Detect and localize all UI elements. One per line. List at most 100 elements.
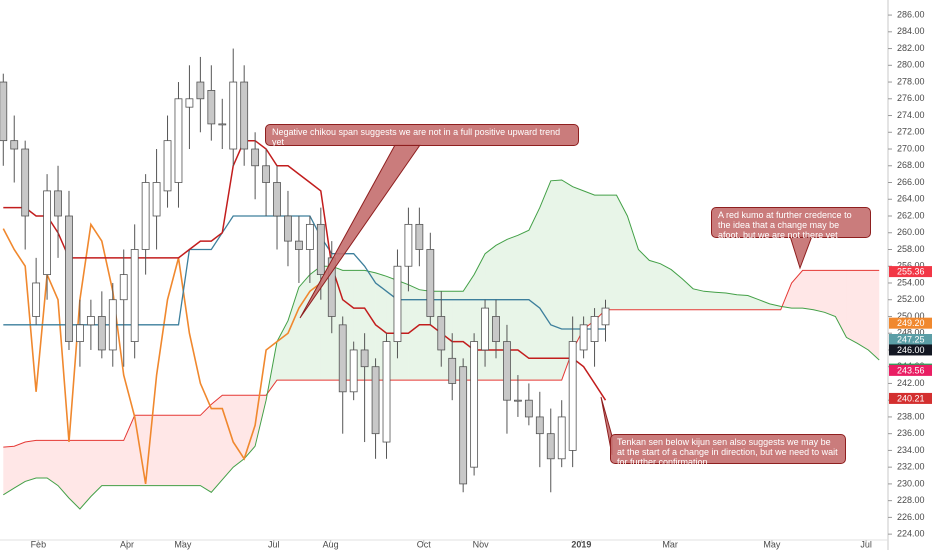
price-tag-label: 243.56 <box>897 365 925 375</box>
cloud-fill <box>605 195 617 310</box>
price-tag-label: 249.20 <box>897 318 925 328</box>
cloud-fill <box>583 190 595 330</box>
price-tag <box>889 364 932 376</box>
candle-body <box>371 366 380 435</box>
cloud-fill <box>660 263 672 310</box>
candle-body <box>535 416 544 435</box>
cloud-fill <box>824 270 836 317</box>
price-tag <box>889 317 932 329</box>
cloud-fill <box>550 180 562 381</box>
y-tick-label: 266.00 <box>897 177 925 187</box>
candle-body <box>492 316 500 342</box>
cloud-fill <box>616 195 628 310</box>
y-tick-label: 224.00 <box>897 529 925 539</box>
cloud-fill <box>561 180 573 381</box>
candle-body <box>108 299 117 351</box>
candle-body <box>327 257 336 317</box>
candle-body <box>601 307 610 326</box>
cloud-fill <box>594 195 606 321</box>
y-tick-label: 256.00 <box>897 261 925 271</box>
candle-body <box>470 341 479 468</box>
y-tick-label: 260.00 <box>897 227 925 237</box>
cloud-fill <box>101 440 113 486</box>
candle-body <box>97 316 106 351</box>
annotation: A red kumo at further credence to the id… <box>711 207 871 240</box>
cloud-fill <box>58 440 69 499</box>
cloud-fill <box>758 299 770 310</box>
candle-body <box>360 349 369 368</box>
candle-body <box>65 215 73 342</box>
cloud-fill <box>868 270 880 360</box>
y-tick-label: 268.00 <box>897 160 925 170</box>
candle-body <box>174 98 183 183</box>
y-tick-label: 272.00 <box>897 127 925 137</box>
candle-body <box>546 433 555 460</box>
candle-body <box>130 249 139 342</box>
candle-body <box>218 123 227 126</box>
annotation: Negative chikou span suggests we are not… <box>265 124 579 147</box>
price-tag <box>889 392 932 404</box>
x-tick-label: May <box>174 539 192 549</box>
y-tick-label: 284.00 <box>897 26 925 36</box>
candle-body <box>393 265 402 342</box>
cloud-fill <box>528 207 540 381</box>
cloud-fill <box>517 230 529 381</box>
cloud-fill <box>298 274 310 381</box>
cloud-fill <box>769 303 781 310</box>
cloud-fill <box>244 395 256 459</box>
candle-body <box>316 223 325 276</box>
candle-body <box>349 349 358 393</box>
cloud-fill <box>452 291 464 381</box>
cloud-fill <box>47 440 59 486</box>
x-tick-label: Feb <box>31 539 47 549</box>
cloud-fill <box>835 270 847 338</box>
cloud-fill <box>846 270 858 344</box>
candle-body <box>262 165 270 183</box>
y-tick-label: 282.00 <box>897 43 925 53</box>
y-tick-label: 254.00 <box>897 277 925 287</box>
candle-body <box>481 307 489 351</box>
y-tick-label: 274.00 <box>897 110 925 120</box>
candle-body <box>524 399 533 418</box>
y-tick-label: 234.00 <box>897 445 925 455</box>
candle-body <box>295 240 303 250</box>
cloud-fill <box>441 291 453 381</box>
candle-body <box>557 416 566 460</box>
candle-body <box>240 81 249 150</box>
y-tick-label: 226.00 <box>897 512 925 522</box>
cloud-fill <box>736 294 748 310</box>
y-tick-label: 276.00 <box>897 93 925 103</box>
candle-body <box>152 182 161 217</box>
cloud-fill <box>36 440 48 479</box>
candle-body <box>32 282 41 317</box>
cloud-fill <box>178 415 190 486</box>
price-tag <box>889 266 932 278</box>
candle-body <box>119 274 128 301</box>
cloud-fill <box>813 270 825 313</box>
price-tag-label: 255.36 <box>897 266 925 276</box>
cloud-fill <box>3 446 15 495</box>
cloud-fill <box>627 216 639 310</box>
candle-body <box>141 182 150 250</box>
cloud-fill <box>802 270 814 310</box>
candle-body <box>185 98 194 108</box>
cloud-fill <box>277 320 288 381</box>
candle-body <box>448 357 457 384</box>
chikou-line <box>2 222 322 485</box>
cloud-fill <box>167 415 179 486</box>
y-tick-label: 278.00 <box>897 76 925 86</box>
candle-body <box>0 81 8 142</box>
y-tick-label: 262.00 <box>897 210 925 220</box>
y-tick-label: 264.00 <box>897 194 925 204</box>
pointer <box>789 235 813 270</box>
price-tag-label: 240.21 <box>897 393 925 403</box>
price-tag <box>889 333 932 345</box>
candle-body <box>229 81 238 150</box>
axes: 224.00 226.00 228.00 230.00 232.00 234.00 236.… <box>31 9 932 549</box>
candle-body <box>43 190 51 276</box>
price-tag-label: 247.25 <box>897 334 925 344</box>
x-tick-label: May <box>763 539 781 549</box>
span-a-line <box>3 179 880 510</box>
